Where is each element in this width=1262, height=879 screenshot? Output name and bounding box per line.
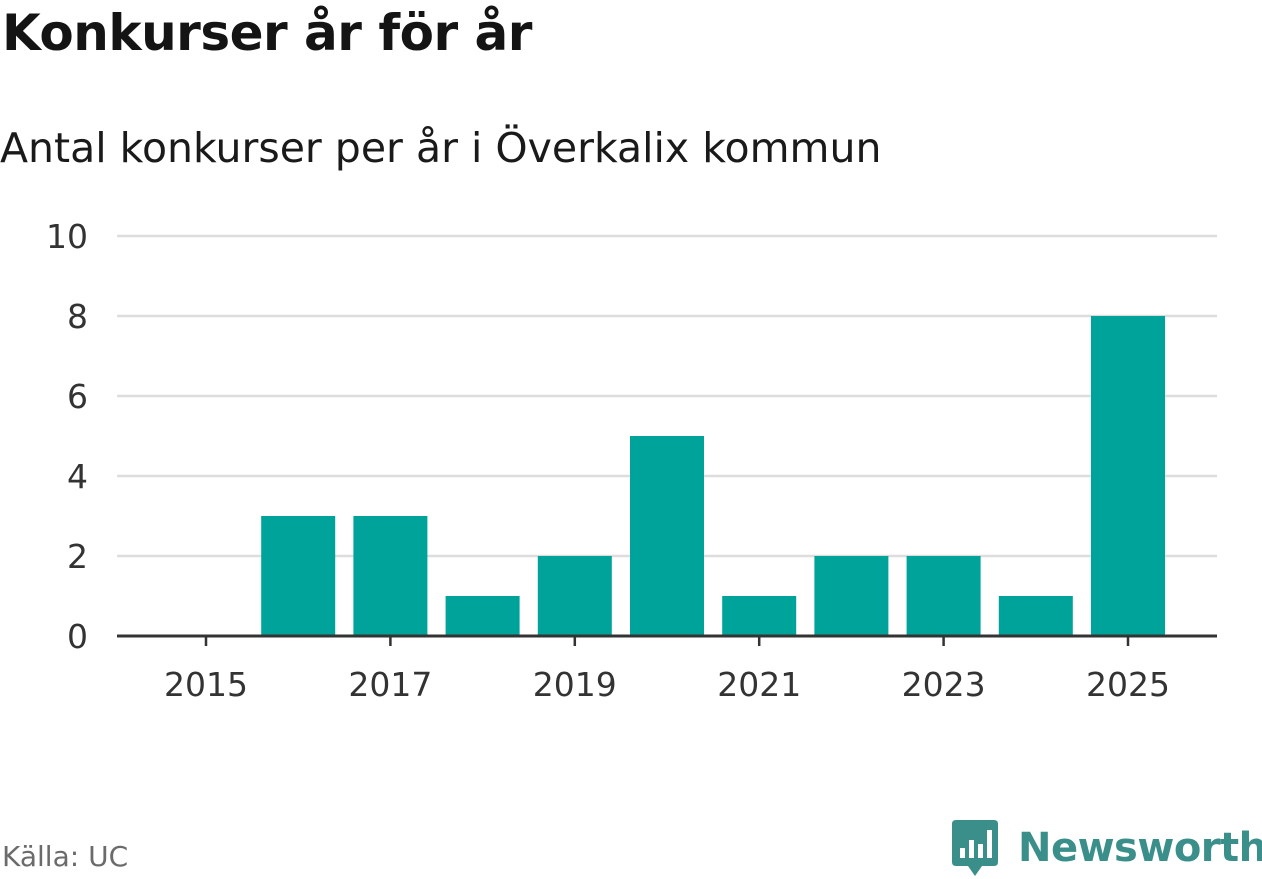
x-tick-label: 2025 <box>1086 665 1170 704</box>
bar-2017 <box>353 516 428 636</box>
y-tick-label: 2 <box>67 537 88 576</box>
x-tick-label: 2021 <box>717 665 801 704</box>
y-tick-label: 6 <box>67 377 88 416</box>
x-tick-label: 2023 <box>902 665 986 704</box>
bar-2021 <box>722 596 797 636</box>
x-axis-ticks: 2015 2017 2019 2021 2023 2025 <box>164 636 1170 704</box>
y-tick-label: 4 <box>67 457 88 496</box>
bar-chart: 2015 2017 2019 2021 2023 2025 0 2 4 6 8 10 <box>46 217 1217 704</box>
source-note: Källa: UC <box>2 840 129 873</box>
bar-2025 <box>1091 316 1165 636</box>
x-tick-label: 2015 <box>164 665 248 704</box>
bars <box>261 316 1165 636</box>
bar-2018 <box>445 596 520 636</box>
bar-2016 <box>261 516 336 636</box>
bar-2019 <box>537 556 612 636</box>
y-tick-label: 0 <box>67 617 88 656</box>
chart-subtitle: Antal konkurser per år i Överkalix kommu… <box>0 124 882 172</box>
bar-2020 <box>630 436 704 636</box>
y-tick-label: 8 <box>67 297 88 336</box>
brand-logo: Newsworthy <box>950 818 1262 878</box>
x-tick-label: 2019 <box>533 665 617 704</box>
bar-2024 <box>998 596 1073 636</box>
newsworthy-logo-icon <box>952 820 998 876</box>
x-tick-label: 2017 <box>348 665 432 704</box>
y-tick-label: 10 <box>46 217 88 256</box>
bar-2023 <box>906 556 981 636</box>
chart-title: Konkurser år för år <box>2 4 532 62</box>
y-axis-labels: 0 2 4 6 8 10 <box>46 217 88 656</box>
brand-name: Newsworthy <box>1018 825 1262 871</box>
bar-2022 <box>814 556 889 636</box>
